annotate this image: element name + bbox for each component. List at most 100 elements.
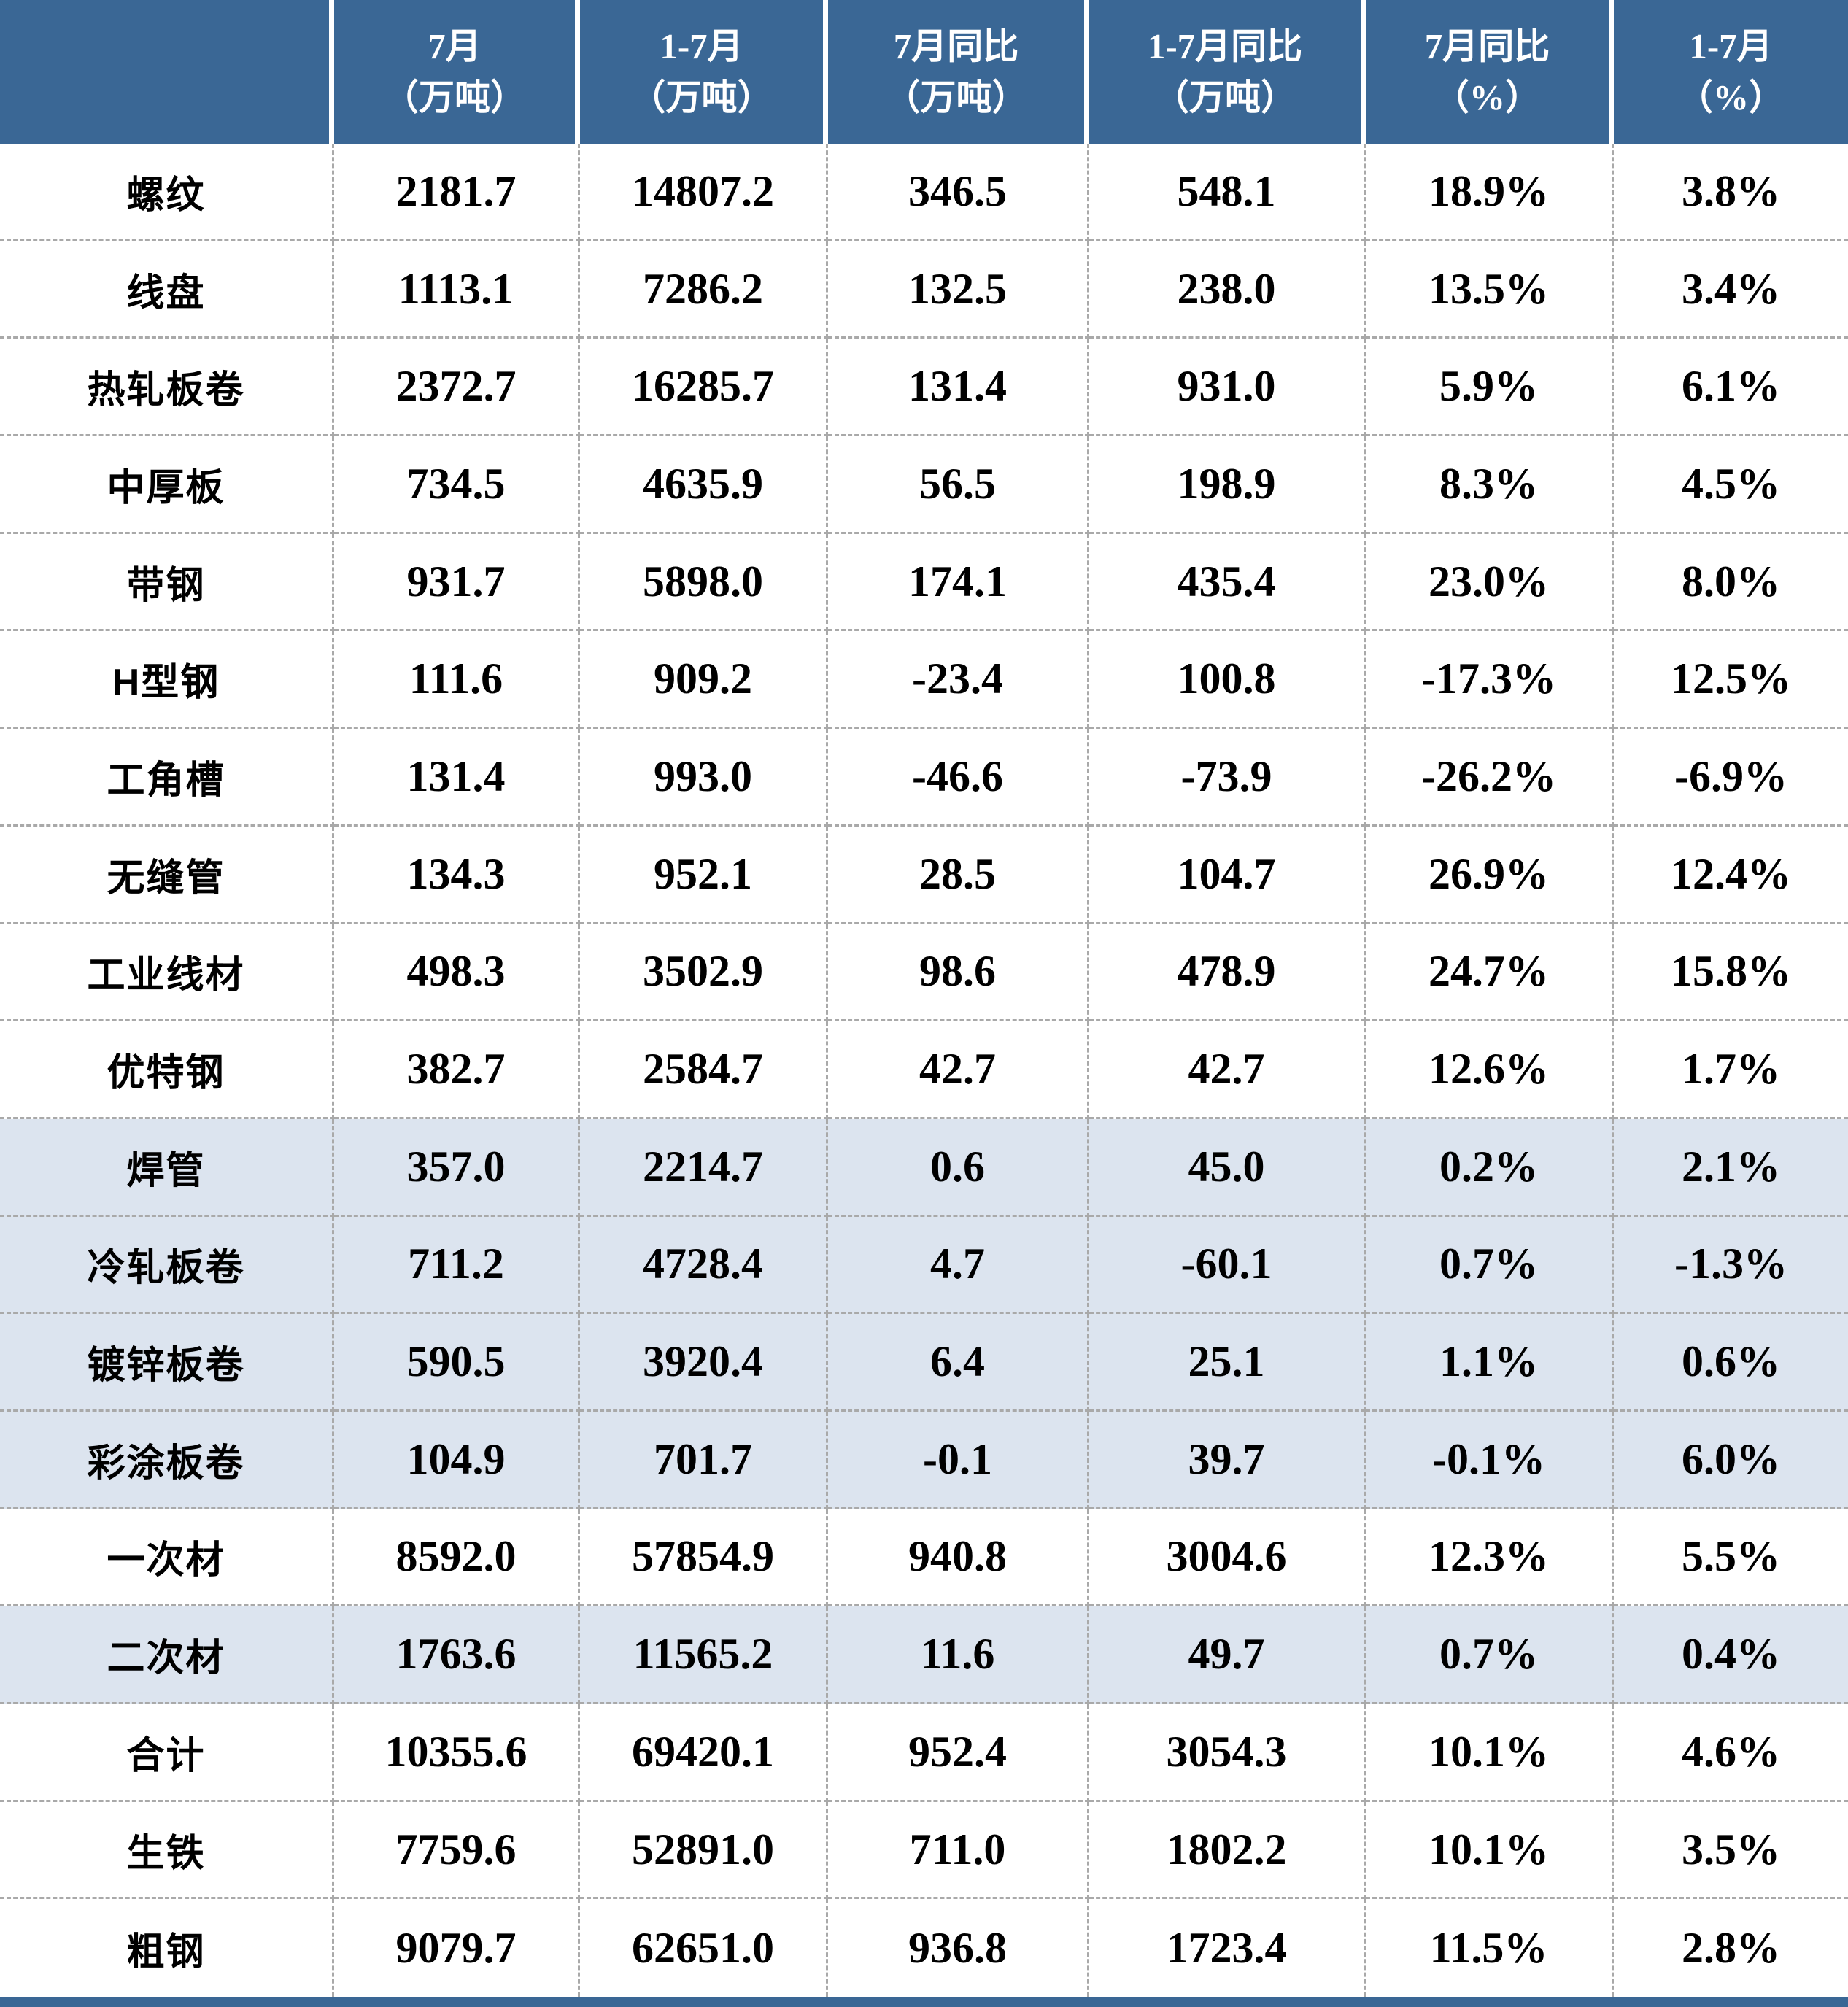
data-cell: 3502.9 bbox=[580, 924, 828, 1022]
row-label: 一次材 bbox=[0, 1509, 334, 1607]
data-cell: 11.6 bbox=[828, 1606, 1089, 1704]
data-cell: 11565.2 bbox=[580, 1606, 828, 1704]
data-cell: 936.8 bbox=[828, 1899, 1089, 1998]
data-cell: -46.6 bbox=[828, 729, 1089, 827]
row-label: 粗钢 bbox=[0, 1899, 334, 1998]
data-cell: 711.0 bbox=[828, 1801, 1089, 1900]
header-corner-cell bbox=[0, 0, 334, 144]
column-header-unit: （万吨） bbox=[630, 77, 773, 117]
row-label: 生铁 bbox=[0, 1801, 334, 1900]
row-label: 无缝管 bbox=[0, 826, 334, 924]
data-cell: 45.0 bbox=[1089, 1118, 1366, 1217]
column-header-title: 7月同比 bbox=[893, 26, 1019, 67]
data-cell: -0.1 bbox=[828, 1411, 1089, 1509]
data-cell: 993.0 bbox=[580, 729, 828, 827]
data-cell: 711.2 bbox=[334, 1216, 580, 1315]
data-cell: 57854.9 bbox=[580, 1509, 828, 1607]
data-cell: 9079.7 bbox=[334, 1899, 580, 1998]
data-cell: 2372.7 bbox=[334, 339, 580, 437]
data-cell: 24.7% bbox=[1366, 924, 1614, 1022]
data-cell: -23.4 bbox=[828, 631, 1089, 730]
data-cell: -26.2% bbox=[1366, 729, 1614, 827]
data-cell: 49.7 bbox=[1089, 1606, 1366, 1704]
column-header: 1-7月同比 （万吨） bbox=[1089, 0, 1366, 144]
data-cell: -17.3% bbox=[1366, 631, 1614, 730]
data-cell: 6.0% bbox=[1614, 1411, 1848, 1509]
data-cell: 8.3% bbox=[1366, 436, 1614, 534]
data-cell: 4728.4 bbox=[580, 1216, 828, 1315]
data-cell: -60.1 bbox=[1089, 1216, 1366, 1315]
data-cell: 909.2 bbox=[580, 631, 828, 730]
data-cell: 1.1% bbox=[1366, 1314, 1614, 1412]
column-header-title: 7月 bbox=[428, 26, 482, 67]
data-cell: 1802.2 bbox=[1089, 1801, 1366, 1900]
data-cell: 701.7 bbox=[580, 1411, 828, 1509]
data-cell: 6.4 bbox=[828, 1314, 1089, 1412]
data-cell: 548.1 bbox=[1089, 144, 1366, 241]
data-cell: 131.4 bbox=[334, 729, 580, 827]
data-cell: 7286.2 bbox=[580, 241, 828, 339]
data-cell: 0.6% bbox=[1614, 1314, 1848, 1412]
column-header-unit: （万吨） bbox=[1153, 77, 1296, 117]
data-cell: 346.5 bbox=[828, 144, 1089, 241]
data-cell: 478.9 bbox=[1089, 924, 1366, 1022]
column-header-title: 1-7月 bbox=[660, 26, 743, 67]
column-header-title: 7月同比 bbox=[1424, 26, 1550, 67]
data-cell: 590.5 bbox=[334, 1314, 580, 1412]
column-header-unit: （万吨） bbox=[884, 77, 1028, 117]
data-cell: 12.3% bbox=[1366, 1509, 1614, 1607]
data-cell: 12.4% bbox=[1614, 826, 1848, 924]
column-header-title: 1-7月 bbox=[1689, 26, 1773, 67]
data-cell: 0.7% bbox=[1366, 1216, 1614, 1315]
data-cell: 8.0% bbox=[1614, 533, 1848, 632]
data-cell: 357.0 bbox=[334, 1118, 580, 1217]
data-cell: 16285.7 bbox=[580, 339, 828, 437]
data-cell: 5.9% bbox=[1366, 339, 1614, 437]
data-cell: 4.7 bbox=[828, 1216, 1089, 1315]
row-label: 螺纹 bbox=[0, 144, 334, 241]
data-cell: 42.7 bbox=[828, 1021, 1089, 1119]
data-cell: 498.3 bbox=[334, 924, 580, 1022]
data-cell: 14807.2 bbox=[580, 144, 828, 241]
data-cell: 3054.3 bbox=[1089, 1704, 1366, 1802]
data-cell: 12.5% bbox=[1614, 631, 1848, 730]
data-cell: 131.4 bbox=[828, 339, 1089, 437]
row-label: 二次材 bbox=[0, 1606, 334, 1704]
data-cell: 52891.0 bbox=[580, 1801, 828, 1900]
data-cell: 4.5% bbox=[1614, 436, 1848, 534]
data-cell: 134.3 bbox=[334, 826, 580, 924]
column-header-unit: （%） bbox=[1433, 77, 1541, 117]
column-header: 7月 （万吨） bbox=[334, 0, 580, 144]
data-cell: 98.6 bbox=[828, 924, 1089, 1022]
data-cell: 7759.6 bbox=[334, 1801, 580, 1900]
data-cell: -0.1% bbox=[1366, 1411, 1614, 1509]
column-header-title: 1-7月同比 bbox=[1147, 26, 1303, 67]
data-cell: 952.1 bbox=[580, 826, 828, 924]
data-cell: 4635.9 bbox=[580, 436, 828, 534]
data-cell: 0.4% bbox=[1614, 1606, 1848, 1704]
data-cell: 18.9% bbox=[1366, 144, 1614, 241]
data-cell: 12.6% bbox=[1366, 1021, 1614, 1119]
data-cell: 39.7 bbox=[1089, 1411, 1366, 1509]
data-cell: 0.2% bbox=[1366, 1118, 1614, 1217]
data-cell: 4.6% bbox=[1614, 1704, 1848, 1802]
data-cell: 0.7% bbox=[1366, 1606, 1614, 1704]
data-cell: 2.8% bbox=[1614, 1899, 1848, 1998]
data-cell: 2.1% bbox=[1614, 1118, 1848, 1217]
data-cell: 931.7 bbox=[334, 533, 580, 632]
row-label: 工业线材 bbox=[0, 924, 334, 1022]
data-cell: 8592.0 bbox=[334, 1509, 580, 1607]
data-cell: 5.5% bbox=[1614, 1509, 1848, 1607]
row-label: 镀锌板卷 bbox=[0, 1314, 334, 1412]
data-cell: 56.5 bbox=[828, 436, 1089, 534]
row-label: 线盘 bbox=[0, 241, 334, 339]
row-label: 彩涂板卷 bbox=[0, 1411, 334, 1509]
data-cell: 26.9% bbox=[1366, 826, 1614, 924]
data-cell: 10355.6 bbox=[334, 1704, 580, 1802]
data-cell: 23.0% bbox=[1366, 533, 1614, 632]
data-cell: 435.4 bbox=[1089, 533, 1366, 632]
data-cell: 2181.7 bbox=[334, 144, 580, 241]
bottom-bar bbox=[0, 1997, 1848, 2007]
data-cell: 42.7 bbox=[1089, 1021, 1366, 1119]
data-cell: 10.1% bbox=[1366, 1704, 1614, 1802]
